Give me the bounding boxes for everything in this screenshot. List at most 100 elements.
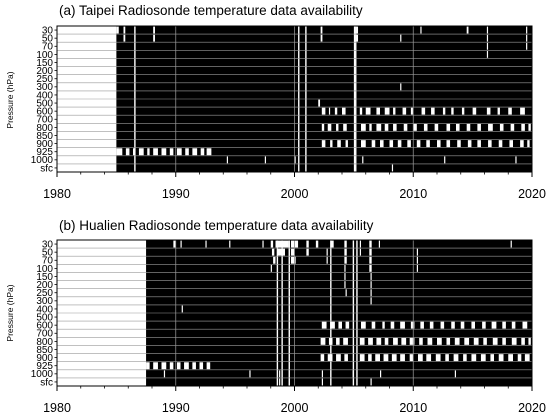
missing-gap [456,123,460,131]
missing-gap [153,148,158,156]
missing-gap [147,148,150,156]
missing-gap [526,34,528,42]
missing-gap [337,140,341,148]
y-tick-label: sfc [40,377,53,388]
missing-gap [435,354,441,362]
x-tick-label: 2020 [518,187,546,201]
missing-gap [442,107,446,115]
missing-gap [446,123,451,131]
missing-gap [271,248,275,256]
missing-gap [427,337,433,345]
missing-gap [321,123,325,131]
missing-gap [336,354,341,362]
y-tick-label: 925 [36,147,53,158]
missing-gap [330,321,335,329]
missing-gap [249,370,251,378]
missing-gap [153,26,155,34]
missing-gap [321,370,323,378]
missing-gap [226,156,228,164]
x-tick-label: 1990 [162,187,190,201]
availability-row-30 [116,26,532,35]
y-tick-label: 500 [36,98,53,109]
missing-gap [418,354,423,362]
y-tick-label: 150 [36,58,53,69]
missing-gap [192,362,196,370]
x-tick-label: 2000 [281,401,309,415]
missing-gap [391,164,394,172]
missing-gap [477,140,481,148]
missing-gap [384,107,390,115]
missing-gap [509,140,513,148]
availability-row-30 [146,240,532,249]
missing-gap [403,123,408,131]
missing-gap [326,256,328,264]
missing-gap [262,240,264,248]
y-tick-label: 50 [42,34,54,45]
missing-gap [498,354,504,362]
missing-gap [383,354,389,362]
missing-gap [125,148,130,156]
missing-gap [508,107,512,115]
panel-title: (b) Hualien Radiosonde temperature data … [59,218,374,233]
missing-gap [331,240,334,248]
missing-gap [359,240,361,248]
missing-gap [306,248,309,256]
missing-gap [380,140,384,148]
x-tick-label: 1980 [43,187,71,201]
missing-gap [370,281,372,289]
availability-row-850 [116,131,532,140]
missing-gap [344,264,346,272]
y-tick-label: 30 [42,239,54,250]
missing-gap [486,26,489,34]
missing-gap [517,354,522,362]
missing-gap [410,321,415,329]
missing-gap [400,34,402,42]
missing-gap [521,123,525,131]
missing-gap [483,337,487,345]
missing-gap [290,256,296,264]
missing-gap [488,140,492,148]
missing-gap [378,240,380,248]
missing-gap [161,362,167,370]
missing-gap [370,297,372,305]
missing-gap [176,362,181,370]
missing-gap [359,337,365,345]
missing-gap [511,337,517,345]
missing-gap [410,107,414,115]
x-tick-label: 2020 [518,401,546,415]
missing-gap [361,123,366,131]
availability-row-100 [146,264,532,273]
missing-gap [402,107,407,115]
missing-gap [502,337,506,345]
y-tick-label: 200 [36,66,53,77]
missing-gap [184,362,189,370]
panel-hualien: (b) Hualien Radiosonde temperature data … [5,218,546,415]
missing-gap [451,321,455,329]
missing-gap [520,107,525,115]
missing-gap [486,107,491,115]
missing-gap [419,337,423,345]
y-tick-label: sfc [40,163,53,174]
missing-gap [326,248,328,256]
missing-gap [389,140,394,148]
y-tick-label: 50 [42,248,54,259]
missing-gap [460,321,465,329]
missing-gap [370,289,372,297]
missing-gap [492,337,498,345]
y-tick-label: 700 [36,115,53,126]
missing-gap [176,148,182,156]
availability-row-400 [116,90,532,99]
missing-gap [369,240,372,248]
missing-gap [273,256,276,264]
y-axis-label: Pressure (hPa) [5,284,15,341]
x-tick-label: 1990 [162,401,190,415]
missing-gap [328,107,331,115]
missing-gap [343,337,348,345]
missing-gap [327,123,332,131]
missing-gap [482,321,486,329]
availability-row-50 [146,248,532,257]
missing-gap [393,123,397,131]
missing-gap [185,148,189,156]
missing-gap [409,354,414,362]
availability-row-70 [146,256,532,265]
